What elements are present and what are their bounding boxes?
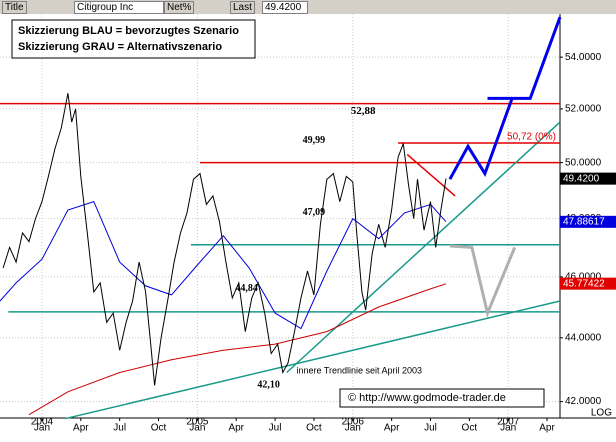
- last-label: Last: [230, 1, 255, 14]
- annotation: 52,88: [351, 105, 376, 117]
- copyright-box: [339, 388, 545, 408]
- year-label: 2004: [31, 417, 54, 428]
- x-tick-label: Oct: [151, 423, 167, 434]
- axis-marker: [560, 277, 616, 290]
- year-label: 2005: [186, 417, 209, 428]
- annotation: 42,10: [257, 380, 280, 391]
- moving-average: [28, 283, 447, 416]
- x-tick-label: Apr: [384, 423, 400, 434]
- legend-box: [11, 19, 256, 59]
- y-tick-label: 50.0000: [565, 157, 602, 168]
- x-tick-label: Jan: [500, 423, 516, 434]
- drawn-line: [448, 16, 562, 180]
- x-tick-label: Apr: [539, 423, 555, 434]
- drawn-line: [449, 244, 517, 318]
- y-tick-label: 42.0000: [565, 396, 602, 407]
- last-value: 49.4200: [262, 1, 308, 14]
- annotation: 49,99: [303, 135, 326, 146]
- year-label: 2006: [342, 417, 365, 428]
- x-tick-label: Jan: [34, 423, 50, 434]
- axis-marker-label: 47.88617: [563, 216, 605, 227]
- year-label: 2007: [497, 417, 520, 428]
- y-tick-label: 52.0000: [565, 104, 602, 115]
- x-tick-label: Jan: [189, 423, 205, 434]
- annotation: 44,84: [235, 283, 258, 294]
- y-tick-label: 44.0000: [565, 332, 602, 343]
- copyright: © http://www.godmode-trader.de: [348, 392, 506, 404]
- x-tick-label: Oct: [462, 423, 478, 434]
- scale-label: LOG: [591, 408, 612, 419]
- drawn-line: [406, 153, 456, 197]
- axis-marker: [560, 172, 616, 185]
- plot-area: [0, 14, 560, 418]
- header: Title Citigroup Inc Net% Last 49.4200: [0, 0, 616, 14]
- x-tick-label: Apr: [73, 423, 89, 434]
- x-tick-label: Jul: [113, 423, 126, 434]
- title[interactable]: Title: [2, 1, 27, 14]
- annotation: 50,72 (0%): [507, 131, 556, 142]
- drawn-line: [64, 300, 561, 420]
- axis-marker-label: 49.4200: [563, 173, 600, 184]
- price-line: [2, 93, 447, 386]
- axis-marker-label: 45.77422: [563, 278, 605, 289]
- x-tick-label: Apr: [228, 423, 244, 434]
- legend-text: Skizzierung GRAU = Alternativszenario: [18, 41, 222, 53]
- symbol-name[interactable]: Citigroup Inc: [74, 1, 164, 14]
- legend-text: Skizzierung BLAU = bevorzugtes Szenario: [18, 25, 239, 37]
- moving-average: [0, 200, 447, 330]
- annotation: 47,09: [303, 207, 326, 218]
- x-tick-label: Jul: [269, 423, 282, 434]
- x-tick-label: Jul: [424, 423, 437, 434]
- drawn-line: [286, 121, 561, 374]
- x-tick-label: Jan: [345, 423, 361, 434]
- y-tick-label: 54.0000: [565, 52, 602, 63]
- axis-marker: [560, 215, 616, 228]
- annotation: innere Trendlinie seit April 2003: [296, 365, 422, 375]
- mode[interactable]: Net%: [164, 1, 195, 14]
- x-tick-label: Oct: [306, 423, 322, 434]
- y-tick-label: 46.0000: [565, 272, 602, 283]
